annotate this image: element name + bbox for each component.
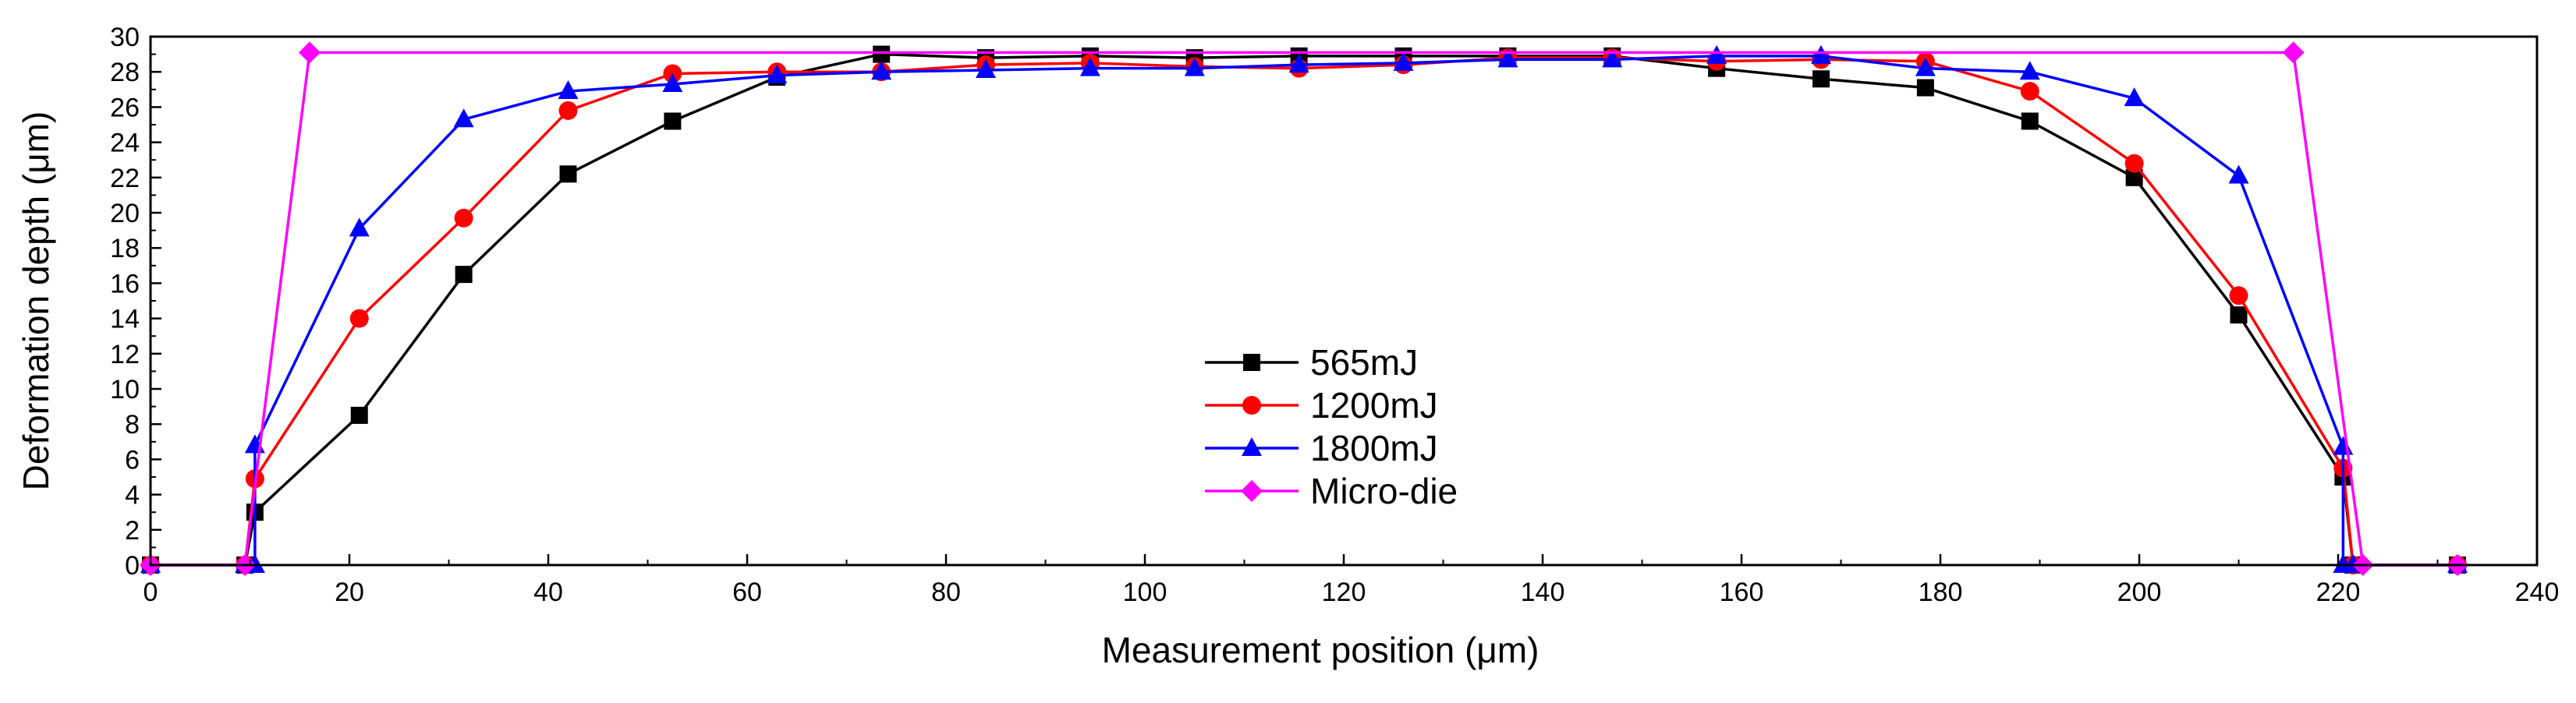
data-point-1200mj — [349, 309, 369, 328]
data-point-1800mj — [1393, 51, 1414, 71]
legend-marker-1800mj — [1242, 437, 1262, 456]
legend-label-micro-die: Micro-die — [1310, 471, 1458, 511]
series-line-565mj — [151, 52, 2457, 567]
series-layer — [140, 41, 2468, 576]
legend-entry-1800mj: 1800mJ — [1205, 428, 1438, 468]
data-point-565mj — [350, 406, 368, 424]
y-tick-label: 24 — [110, 129, 140, 158]
y-tick-label: 28 — [110, 58, 140, 87]
y-tick-label: 2 — [125, 516, 140, 546]
data-point-1200mj — [558, 101, 578, 120]
series-line-1200mj — [151, 56, 2457, 567]
data-point-1200mj — [2124, 154, 2144, 173]
legend-label-1200mj: 1200mJ — [1310, 385, 1438, 426]
y-tick-label: 18 — [110, 234, 140, 263]
data-point-micro-die — [299, 41, 321, 64]
series-line-1800mj — [151, 55, 2457, 567]
x-tick-label: 200 — [2117, 578, 2162, 607]
y-tick-label: 4 — [125, 481, 140, 510]
series-micro-die — [140, 41, 2468, 576]
legend-entry-1200mj: 1200mJ — [1205, 385, 1438, 426]
legend-entry-565mj: 565mJ — [1205, 342, 1418, 383]
data-point-micro-die — [2282, 41, 2305, 64]
data-point-1800mj — [1497, 48, 1518, 68]
data-point-1800mj — [767, 64, 788, 83]
data-point-565mj — [2021, 112, 2039, 130]
x-tick-label: 220 — [2316, 578, 2361, 607]
y-tick-label: 14 — [110, 305, 140, 334]
data-point-1800mj — [349, 217, 370, 237]
y-tick-label: 22 — [110, 164, 140, 193]
legend-marker-1200mj — [1242, 396, 1261, 415]
data-point-1200mj — [454, 208, 473, 228]
y-tick-label: 10 — [110, 375, 140, 404]
data-point-1800mj — [1915, 57, 1936, 76]
data-point-565mj — [2230, 306, 2248, 324]
data-point-1800mj — [1184, 57, 1205, 76]
data-point-1800mj — [453, 108, 474, 128]
data-point-1800mj — [558, 80, 579, 100]
legend-label-565mj: 565mJ — [1310, 342, 1418, 383]
data-point-1200mj — [2229, 286, 2248, 306]
y-tick-label: 8 — [125, 410, 140, 440]
x-tick-label: 240 — [2515, 578, 2560, 607]
y-tick-label: 16 — [110, 269, 140, 299]
x-tick-label: 120 — [1322, 578, 1366, 607]
data-point-565mj — [559, 165, 577, 183]
data-point-1800mj — [1602, 48, 1623, 68]
data-point-1800mj — [1079, 57, 1100, 76]
data-point-1800mj — [2228, 164, 2249, 184]
data-point-565mj — [1916, 79, 1934, 97]
x-tick-label: 160 — [1720, 578, 1764, 607]
data-point-1200mj — [2020, 82, 2039, 101]
x-axis-title: Measurement position (μm) — [1102, 630, 1540, 670]
y-tick-label: 26 — [110, 93, 140, 122]
legend-marker-565mj — [1243, 354, 1260, 371]
y-axis-title: Deformation depth (μm) — [16, 111, 56, 491]
y-tick-label: 20 — [110, 199, 140, 228]
data-point-565mj — [1812, 70, 1830, 88]
x-tick-label: 140 — [1521, 578, 1565, 607]
data-point-1800mj — [1288, 54, 1309, 73]
series-1800mj — [140, 44, 2468, 573]
legend-label-1800mj: 1800mJ — [1310, 428, 1438, 468]
x-tick-label: 60 — [732, 578, 762, 607]
legend-entry-micro-die: Micro-die — [1205, 471, 1458, 511]
x-tick-label: 40 — [533, 578, 563, 607]
data-point-1800mj — [976, 58, 996, 78]
x-tick-label: 80 — [931, 578, 961, 607]
data-point-1800mj — [1706, 44, 1727, 64]
data-point-565mj — [664, 112, 682, 130]
x-tick-label: 100 — [1123, 578, 1168, 607]
x-tick-label: 180 — [1919, 578, 1963, 607]
data-point-565mj — [873, 45, 891, 63]
data-point-1800mj — [2333, 436, 2354, 455]
legend-marker-micro-die — [1241, 480, 1263, 502]
y-tick-label: 6 — [125, 445, 140, 475]
data-point-565mj — [2125, 168, 2143, 186]
series-565mj — [142, 45, 2466, 574]
data-point-1800mj — [2124, 87, 2145, 107]
x-tick-label: 20 — [335, 578, 364, 607]
x-tick-label: 0 — [144, 578, 158, 607]
data-point-1800mj — [871, 61, 892, 80]
series-1200mj — [141, 48, 2467, 574]
data-point-1800mj — [2019, 61, 2040, 80]
data-point-565mj — [455, 266, 473, 284]
data-point-1800mj — [662, 73, 683, 93]
axes-layer: 0 20 40 60 80 100 120 140 160 180 200 220 2400246810… — [110, 23, 2559, 607]
data-point-1800mj — [1811, 44, 1831, 64]
y-tick-label: 0 — [125, 551, 140, 581]
y-tick-label: 12 — [110, 340, 140, 369]
series-line-micro-die — [151, 51, 2457, 567]
y-tick-label: 30 — [110, 23, 140, 52]
